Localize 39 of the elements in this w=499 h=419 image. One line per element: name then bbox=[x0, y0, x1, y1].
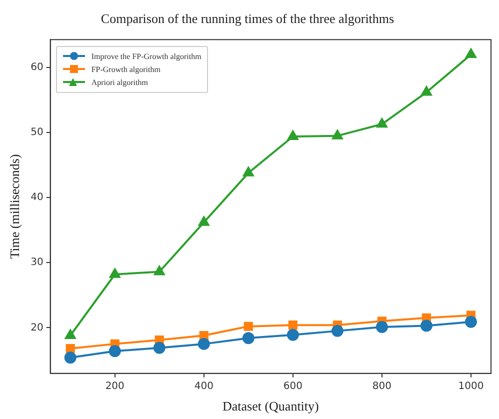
point bbox=[420, 320, 432, 332]
y-tick-label: 30 bbox=[30, 257, 44, 268]
point bbox=[243, 166, 254, 176]
point bbox=[66, 344, 75, 354]
y-tick-label: 20 bbox=[30, 322, 44, 334]
y-tick-label: 40 bbox=[30, 192, 44, 204]
point bbox=[64, 352, 76, 364]
x-tick-label: 400 bbox=[194, 380, 214, 392]
y-tick-label: 50 bbox=[30, 127, 44, 138]
point bbox=[244, 322, 253, 331]
x-tick-label: 800 bbox=[372, 380, 392, 392]
point bbox=[421, 86, 432, 96]
x-tick-label: 600 bbox=[283, 380, 302, 392]
point bbox=[198, 338, 210, 350]
point bbox=[376, 118, 388, 128]
point bbox=[288, 320, 298, 330]
legend-label: Improve the FP-Growth algorithm bbox=[91, 52, 202, 61]
y-axis-title: Time (milliseconds) bbox=[7, 154, 22, 259]
point bbox=[286, 328, 299, 341]
point bbox=[108, 345, 121, 358]
point bbox=[110, 268, 120, 278]
point bbox=[153, 342, 166, 354]
point bbox=[198, 216, 210, 226]
y-tick-label: 60 bbox=[30, 62, 44, 74]
point bbox=[331, 324, 344, 337]
point bbox=[288, 130, 298, 140]
point bbox=[466, 48, 476, 58]
x-tick-label: 1000 bbox=[458, 380, 484, 392]
point bbox=[242, 332, 254, 344]
x-tick-label: 200 bbox=[105, 380, 124, 392]
point bbox=[464, 316, 477, 328]
point bbox=[376, 321, 388, 334]
x-axis-title: Dataset (Quantity) bbox=[222, 398, 319, 414]
point bbox=[332, 130, 343, 140]
legend-label: Apriori algorithm bbox=[91, 78, 148, 87]
chart-title: Comparison of the running times of the three algorithms bbox=[100, 11, 394, 26]
legend-label: FP-Growth algorithm bbox=[91, 64, 160, 74]
point bbox=[65, 329, 76, 339]
point bbox=[154, 266, 165, 276]
